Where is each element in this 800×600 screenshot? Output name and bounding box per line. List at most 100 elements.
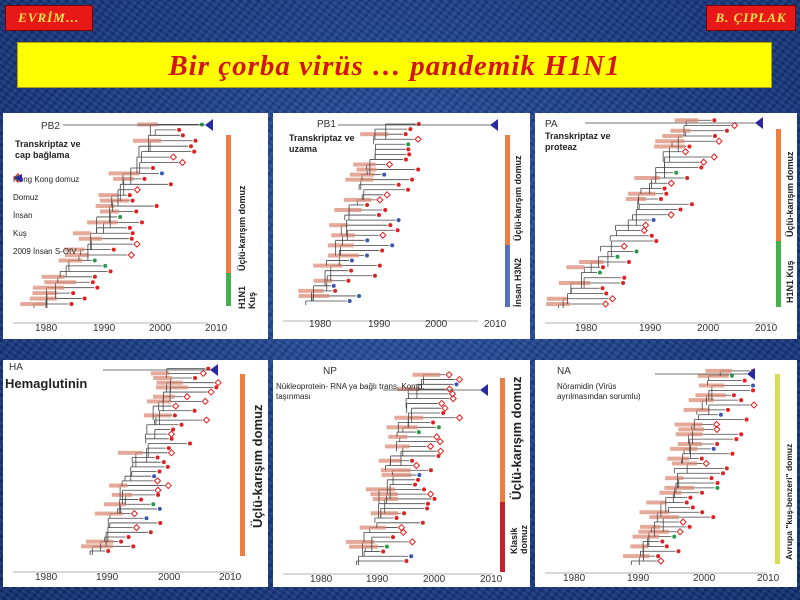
taxon-dot xyxy=(193,138,198,143)
legend-item: Domuz xyxy=(13,175,108,209)
taxon-dot xyxy=(709,476,714,481)
taxon-dot xyxy=(192,408,197,413)
taxon-dot xyxy=(130,198,135,203)
node-bar xyxy=(64,253,90,258)
node-bar xyxy=(705,368,732,373)
taxon-dot xyxy=(685,176,690,180)
taxon-dot xyxy=(189,144,194,149)
node-bar xyxy=(20,302,46,306)
node-bar xyxy=(683,407,710,412)
taxon-dot xyxy=(416,167,421,172)
taxon-dot xyxy=(365,238,370,243)
taxon-diamond xyxy=(132,523,141,532)
taxon-dot xyxy=(410,458,415,463)
node-bar xyxy=(349,544,378,549)
taxon-dot xyxy=(699,456,704,461)
taxon-diamond xyxy=(164,481,172,490)
node-bar xyxy=(675,432,703,437)
taxon-diamond xyxy=(127,251,136,259)
taxon-dot xyxy=(169,436,174,441)
taxon-dot xyxy=(425,506,430,511)
node-bar xyxy=(329,223,349,228)
lineage-bar xyxy=(226,135,231,273)
taxon-dot xyxy=(154,204,159,209)
node-bar xyxy=(111,492,133,497)
taxon-diamond xyxy=(214,378,222,387)
node-bar xyxy=(327,243,354,248)
node-bar xyxy=(662,134,683,138)
gene-label: HA xyxy=(9,362,23,373)
taxon-dot xyxy=(347,299,352,303)
taxon-dot xyxy=(660,539,665,544)
taxon-dot xyxy=(687,524,692,529)
phylo-panel-np: NP Nükleoprotein- RNA ya bağlı trans. Ko… xyxy=(273,360,530,587)
lineage-label: H1N1 Kuş xyxy=(237,285,257,309)
node-bar xyxy=(117,450,143,455)
taxon-dot xyxy=(649,233,654,238)
axis-tick: 2010 xyxy=(755,323,778,334)
taxon-dot xyxy=(730,451,735,456)
node-bar xyxy=(133,138,162,143)
node-bar xyxy=(72,231,92,236)
taxon-diamond xyxy=(426,490,435,498)
topic-tag: EVRİM… xyxy=(5,5,93,31)
node-bar xyxy=(697,373,729,378)
gene-function: Nükleoprotein- RNA ya bağlı trans. Komp.… xyxy=(276,382,425,401)
node-bar xyxy=(345,177,374,182)
taxon-diamond xyxy=(167,430,176,438)
taxon-diamond xyxy=(432,433,441,441)
legend: Hong Kong domuz Domuz İnsan Kuş 2009 İns… xyxy=(13,173,108,263)
taxon-diamond xyxy=(130,509,139,518)
taxon-dot xyxy=(95,285,100,290)
legend-item: Hong Kong domuz xyxy=(13,173,108,191)
taxon-dot xyxy=(672,534,677,539)
node-bar xyxy=(646,500,667,505)
axis-tick: 2010 xyxy=(219,572,242,583)
node-bar xyxy=(86,539,114,544)
axis-tick: 2010 xyxy=(757,573,780,584)
taxon-diamond xyxy=(640,226,648,235)
taxon-dot xyxy=(333,288,338,293)
taxon-dot xyxy=(126,534,131,539)
axis-tick: 2010 xyxy=(480,574,503,585)
taxon-dot xyxy=(654,239,659,243)
taxon-dot xyxy=(751,383,755,388)
pandemic-clade-marker xyxy=(747,368,755,380)
taxon-dot xyxy=(365,202,370,207)
node-bar xyxy=(388,434,408,439)
gene-function: Transkriptaz ve cap bağlama xyxy=(15,139,81,160)
taxon-dot xyxy=(180,133,185,138)
taxon-dot xyxy=(662,186,667,191)
taxon-diamond xyxy=(699,158,708,166)
taxon-dot xyxy=(658,197,663,201)
taxon-dot xyxy=(376,213,381,218)
taxon-dot xyxy=(346,278,351,283)
taxon-diamond xyxy=(172,402,180,410)
lineage-label: Avrupa "kuş-benzeri" domuz xyxy=(784,443,794,560)
taxon-dot xyxy=(406,147,411,152)
node-bar xyxy=(688,398,714,403)
taxon-dot xyxy=(71,291,76,296)
legend-label: İnsan xyxy=(13,211,33,220)
pandemic-clade-marker xyxy=(210,364,218,376)
axis-tick: 1980 xyxy=(309,319,332,330)
phylogenetic-tree xyxy=(283,119,498,322)
node-bar xyxy=(313,278,333,283)
node-bar xyxy=(412,372,441,377)
taxon-diamond xyxy=(385,160,394,169)
node-bar xyxy=(394,415,424,420)
taxon-dot xyxy=(715,442,720,446)
taxon-diamond xyxy=(133,186,141,194)
taxon-dot xyxy=(171,427,176,432)
node-bar xyxy=(346,539,375,544)
taxon-dot xyxy=(357,293,362,298)
lineage-label: H1N1 Kuş xyxy=(785,260,795,303)
taxon-dot xyxy=(383,208,388,212)
node-bar xyxy=(546,296,568,301)
taxon-dot xyxy=(734,437,739,442)
node-bar xyxy=(32,291,58,296)
taxon-dot xyxy=(172,413,177,418)
taxon-dot xyxy=(129,236,134,241)
gene-function: Transkriptaz ve uzama xyxy=(289,133,355,154)
taxon-dot xyxy=(142,176,147,181)
